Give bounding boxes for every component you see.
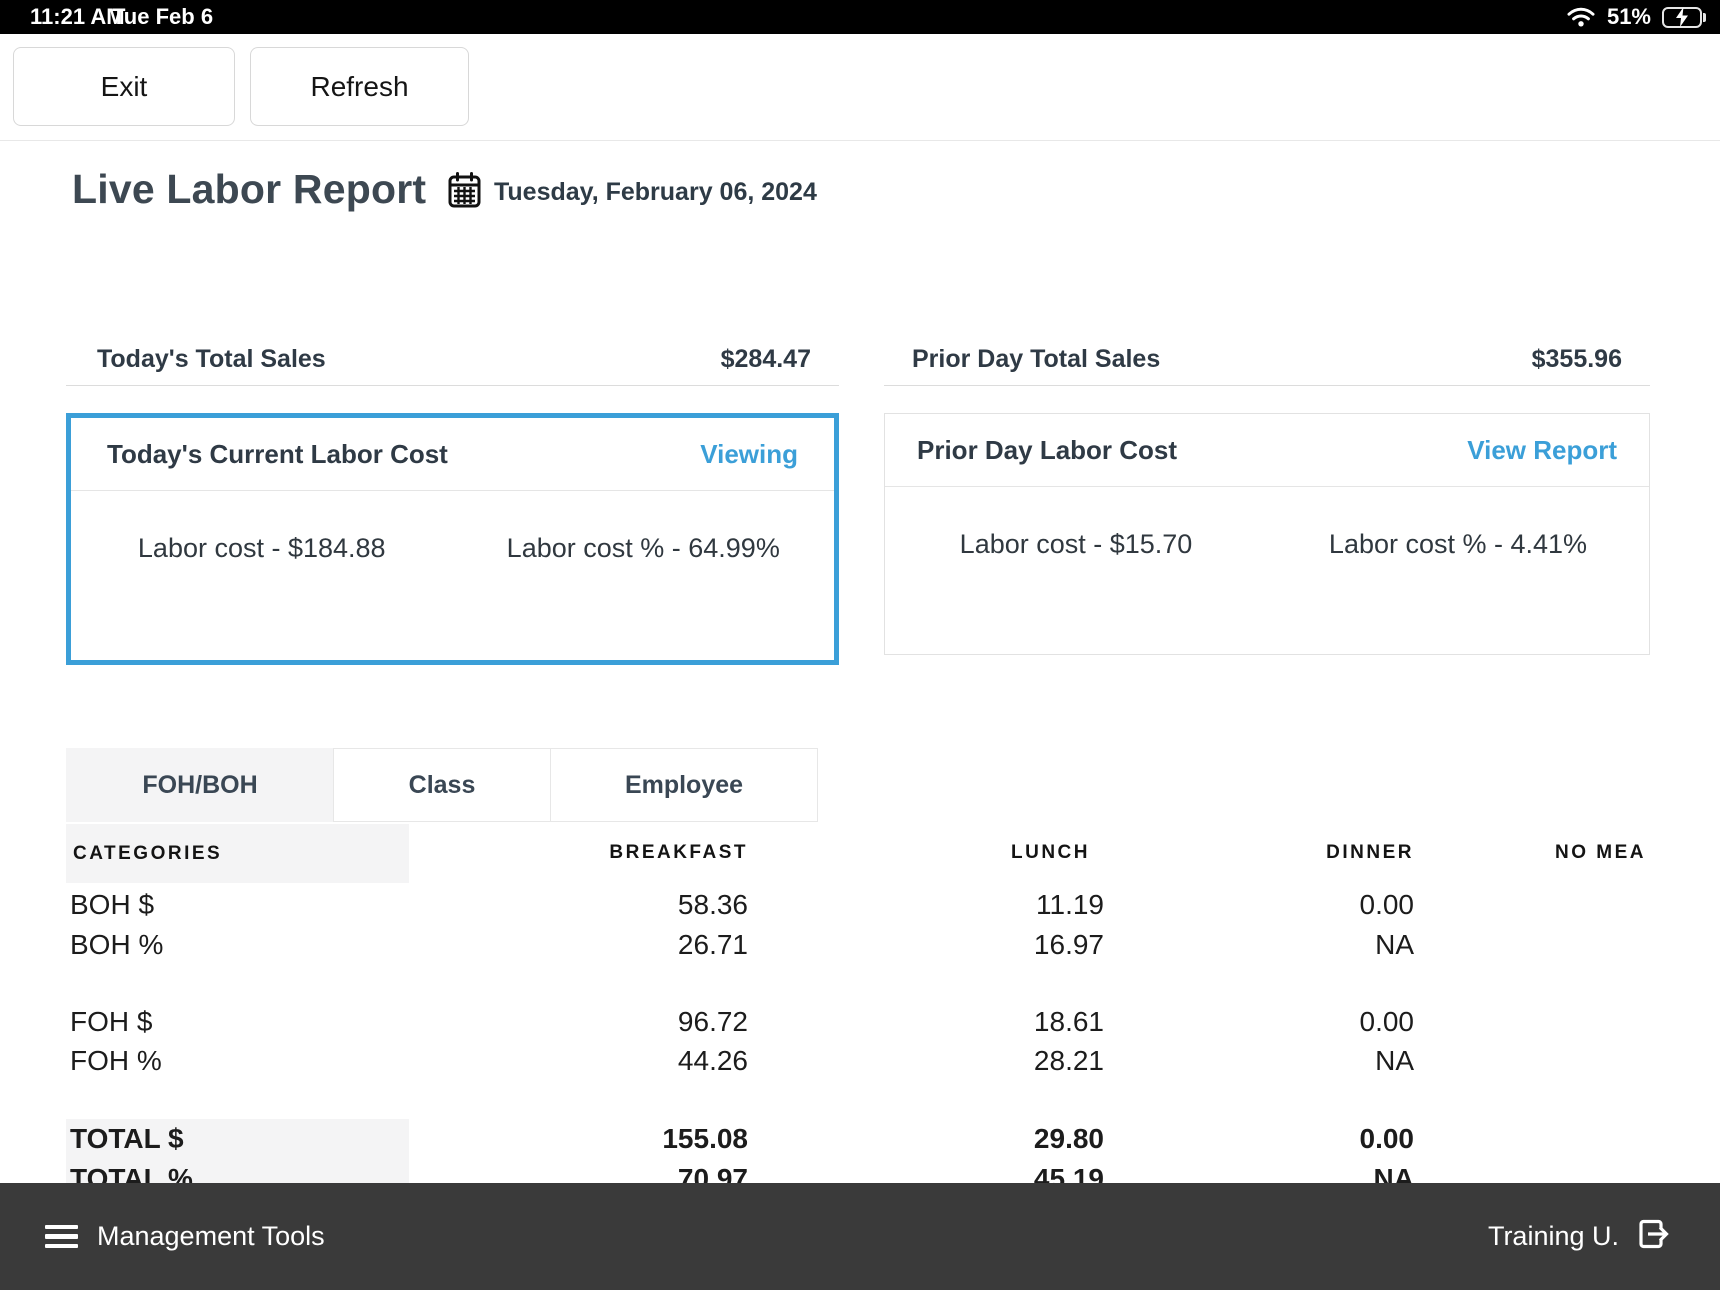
- viewing-link[interactable]: Viewing: [700, 438, 798, 469]
- exit-button[interactable]: Exit: [13, 47, 235, 126]
- prior-day-labor-cost-title: Prior Day Labor Cost: [917, 434, 1178, 465]
- prior-day-labor-cost-percent: Labor cost % - 4.41%: [1328, 529, 1588, 559]
- col-dinner: DINNER: [1326, 842, 1414, 863]
- report-date-group: Tuesday, February 06, 2024: [448, 171, 817, 213]
- todays-total-sales: Today's Total Sales $284.47: [66, 334, 839, 386]
- cell-lunch: 11.19: [1036, 889, 1104, 920]
- battery-percent: 51%: [1606, 4, 1651, 29]
- row-label: BOH $: [70, 889, 155, 920]
- col-breakfast: BREAKFAST: [609, 842, 748, 863]
- cell-dinner: 0.00: [1359, 889, 1415, 920]
- prior-day-total-sales: Prior Day Total Sales $355.96: [884, 334, 1650, 386]
- tab-employee[interactable]: Employee: [550, 748, 818, 822]
- row-label: BOH %: [70, 929, 164, 960]
- col-no-meal: NO MEA: [1555, 842, 1646, 863]
- cell-lunch: 16.97: [1033, 929, 1104, 960]
- tab-foh-boh[interactable]: FOH/BOH: [66, 748, 334, 822]
- hamburger-menu-button[interactable]: [45, 1183, 78, 1290]
- calendar-icon: [448, 171, 481, 213]
- cell-breakfast: 155.08: [662, 1123, 748, 1154]
- table-row: BOH % 26.71 16.97 NA: [66, 925, 1654, 965]
- report-tabs: FOH/BOH Class Employee: [66, 748, 818, 822]
- cell-breakfast: 58.36: [677, 889, 748, 920]
- cell-dinner: 0.00: [1359, 1123, 1415, 1154]
- prior-day-labor-cost-card[interactable]: Prior Day Labor Cost View Report Labor c…: [884, 413, 1650, 655]
- logout-button[interactable]: Training U.: [1488, 1183, 1674, 1290]
- status-bar: 11:21 AM Tue Feb 6 51%: [0, 0, 1720, 34]
- todays-total-sales-label: Today's Total Sales: [97, 345, 326, 373]
- todays-labor-cost-percent: Labor cost % - 64.99%: [506, 533, 780, 563]
- cell-lunch: 29.80: [1033, 1123, 1104, 1154]
- toolbar-divider: [0, 140, 1720, 141]
- status-time: 11:21 AM: [30, 4, 125, 29]
- table-row: FOH % 44.26 28.21 NA: [66, 1041, 1654, 1081]
- status-indicators: 51%: [1566, 0, 1708, 34]
- table-row: BOH $ 58.36 11.19 0.00: [66, 885, 1654, 925]
- management-tools-label: Management Tools: [97, 1221, 325, 1251]
- todays-labor-cost-value: Labor cost - $184.88: [137, 533, 386, 563]
- cell-dinner: NA: [1375, 1045, 1414, 1076]
- todays-labor-cost-title: Today's Current Labor Cost: [107, 438, 448, 469]
- status-date: Tue Feb 6: [112, 4, 214, 29]
- prior-day-labor-cost-value: Labor cost - $15.70: [959, 529, 1193, 559]
- cell-lunch: 18.61: [1033, 1006, 1104, 1037]
- categories-header-cell: CATEGORIES: [66, 824, 409, 883]
- col-lunch: LUNCH: [1011, 842, 1090, 863]
- bottom-bar: Management Tools Training U.: [0, 1183, 1720, 1290]
- row-label: FOH %: [70, 1045, 162, 1076]
- tab-class[interactable]: Class: [333, 748, 551, 822]
- todays-total-sales-value: $284.47: [720, 345, 811, 373]
- table-column-headers: BREAKFAST LUNCH DINNER NO MEA: [66, 838, 1654, 868]
- report-date: Tuesday, February 06, 2024: [494, 177, 817, 206]
- categories-header: CATEGORIES: [73, 842, 223, 864]
- todays-labor-cost-card[interactable]: Today's Current Labor Cost Viewing Labor…: [66, 413, 839, 665]
- cell-breakfast: 44.26: [677, 1045, 748, 1076]
- battery-charging-icon: [1662, 6, 1708, 28]
- cell-breakfast: 26.71: [677, 929, 748, 960]
- logout-icon: [1634, 1214, 1674, 1259]
- prior-day-total-sales-label: Prior Day Total Sales: [912, 345, 1161, 373]
- cell-breakfast: 96.72: [677, 1006, 748, 1037]
- user-label: Training U.: [1487, 1221, 1619, 1251]
- cell-dinner: 0.00: [1359, 1006, 1415, 1037]
- cell-dinner: NA: [1375, 929, 1414, 960]
- view-report-link[interactable]: View Report: [1467, 434, 1617, 465]
- row-label: FOH $: [70, 1006, 153, 1037]
- page-title: Live Labor Report: [72, 166, 427, 212]
- total-rows-background: [66, 1119, 409, 1190]
- refresh-button[interactable]: Refresh: [250, 47, 469, 126]
- wifi-icon: [1566, 5, 1596, 29]
- row-label: TOTAL $: [70, 1123, 184, 1154]
- prior-day-total-sales-value: $355.96: [1531, 345, 1622, 373]
- cell-lunch: 28.21: [1033, 1045, 1104, 1076]
- table-row: FOH $ 96.72 18.61 0.00: [66, 1002, 1654, 1042]
- table-row-total-dollars: TOTAL $ 155.08 29.80 0.00: [66, 1119, 1654, 1159]
